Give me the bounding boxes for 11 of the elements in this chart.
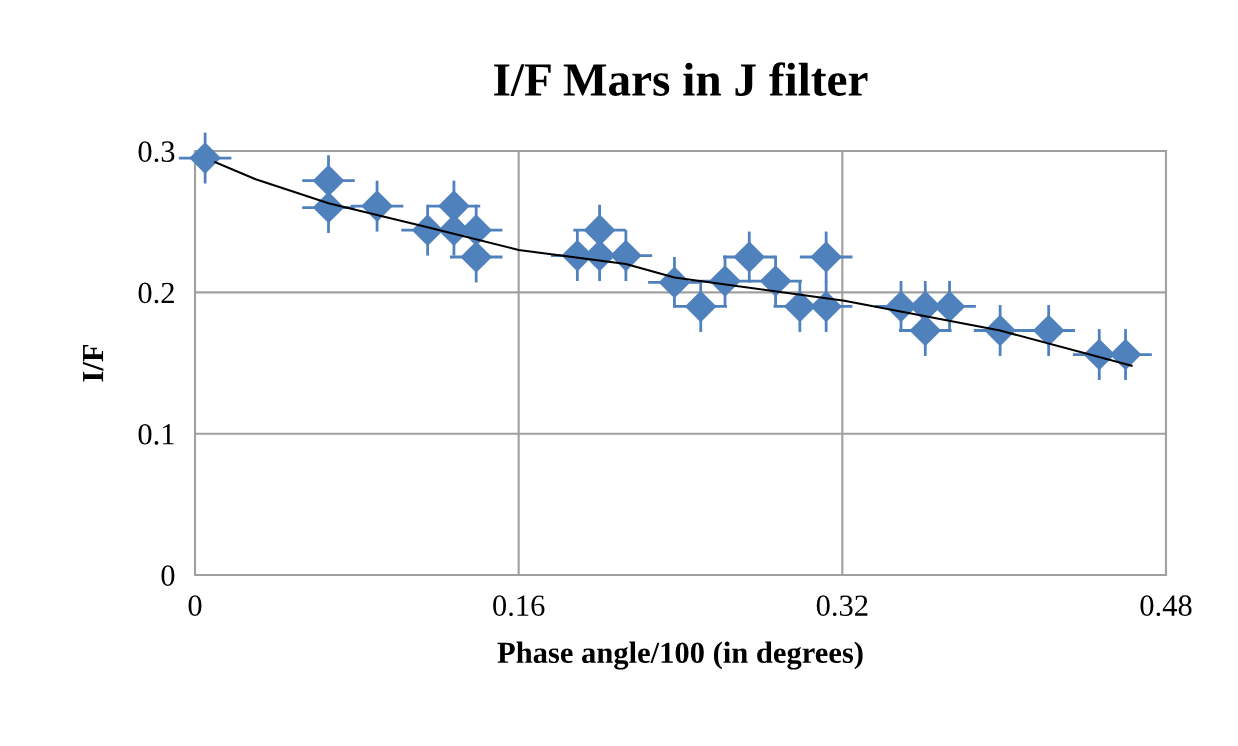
y-axis-title: I/F (82, 344, 104, 382)
x-tick-label: 0.16 (493, 595, 545, 617)
y-tick-label: 0 (161, 565, 175, 586)
y-tick-label: 0.3 (138, 141, 175, 163)
x-tick-label: 0.48 (1140, 595, 1192, 617)
x-tick-label: 0.32 (816, 595, 868, 617)
y-tick-label: 0.2 (138, 282, 174, 304)
x-axis-title: Phase angle/100 (in degrees) (497, 641, 863, 670)
chart-title: I/F Mars in J filter (494, 62, 868, 96)
y-tick-label: 0.1 (138, 423, 174, 445)
x-tick-label: 0 (188, 595, 202, 616)
